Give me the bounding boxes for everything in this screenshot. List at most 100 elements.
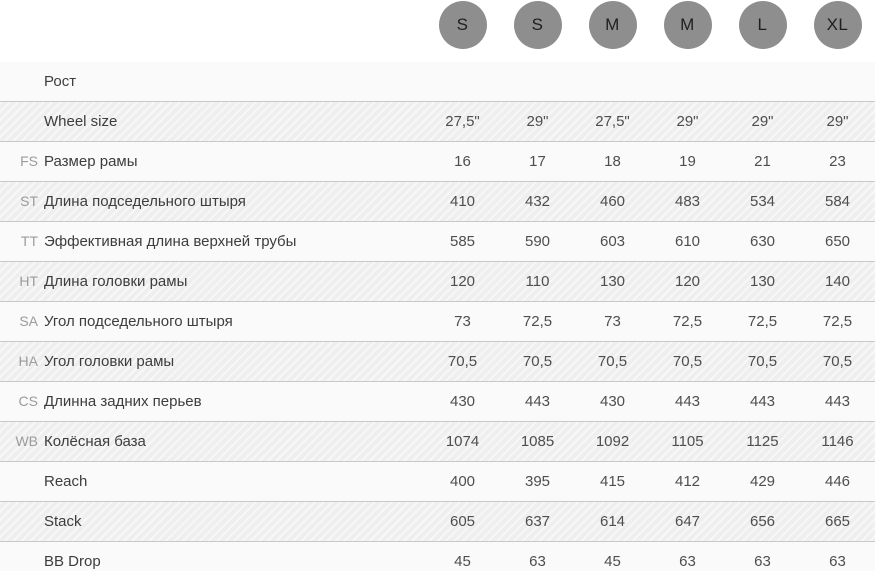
- row-label: Колёсная база: [44, 433, 146, 450]
- row-label: Stack: [44, 513, 82, 530]
- row-label-cell: CS Длинна задних перьев: [0, 393, 425, 410]
- value-cell: 70,5: [522, 353, 553, 370]
- row-label: Рост: [44, 73, 77, 90]
- value-cell: 18: [604, 153, 621, 170]
- table-row: Рост: [0, 62, 875, 102]
- value-cell: 603: [599, 233, 626, 250]
- value-cell: 140: [824, 273, 851, 290]
- value-cell: 70,5: [447, 353, 478, 370]
- table-row: Reach 400 395 415 412 429 446: [0, 462, 875, 502]
- row-code: CS: [18, 393, 38, 409]
- size-circle[interactable]: S: [513, 1, 562, 49]
- row-code: HA: [18, 353, 38, 369]
- row-label: Размер рамы: [44, 153, 138, 170]
- value-cell: 590: [524, 233, 551, 250]
- value-cell: 19: [679, 153, 696, 170]
- row-label-cell: ST Длина подседельного штыря: [0, 193, 425, 210]
- row-label-cell: Рост: [0, 73, 425, 90]
- value-cell: 412: [674, 473, 701, 490]
- table-row: ST Длина подседельного штыря 410 432 460 48…: [0, 182, 875, 222]
- value-cell: 130: [749, 273, 776, 290]
- value-cell: 29": [526, 113, 549, 130]
- value-cell: 27,5": [595, 113, 630, 130]
- value-cell: 410: [449, 193, 476, 210]
- row-label-cell: HT Длина головки рамы: [0, 273, 425, 290]
- table-row: BB Drop 45 63 45 63 63 63: [0, 542, 875, 571]
- row-label-cell: HA Угол головки рамы: [0, 353, 425, 370]
- row-label: Эффективная длина верхней трубы: [44, 233, 297, 250]
- geometry-table: Рост Wheel size 27,5" 29" 27,5" 29" 29" 29" F…: [0, 62, 875, 571]
- size-circle[interactable]: L: [738, 1, 787, 49]
- row-code: FS: [20, 153, 38, 169]
- value-cell: 460: [599, 193, 626, 210]
- row-label: Угол подседельного штыря: [44, 313, 233, 330]
- size-circle[interactable]: XL: [813, 1, 862, 49]
- value-cell: 120: [449, 273, 476, 290]
- row-code: TT: [20, 233, 38, 249]
- size-column: S: [500, 0, 575, 62]
- value-cell: 637: [524, 513, 551, 530]
- value-cell: 665: [824, 513, 851, 530]
- value-cell: 650: [824, 233, 851, 250]
- row-label-cell: SA Угол подседельного штыря: [0, 313, 425, 330]
- table-row: Wheel size 27,5" 29" 27,5" 29" 29" 29": [0, 102, 875, 142]
- row-code: ST: [20, 193, 38, 209]
- value-cell: 415: [599, 473, 626, 490]
- value-cell: 647: [674, 513, 701, 530]
- value-cell: 432: [524, 193, 551, 210]
- value-cell: 72,5: [822, 313, 853, 330]
- value-cell: 630: [749, 233, 776, 250]
- value-cell: 73: [604, 313, 621, 330]
- value-cell: 446: [824, 473, 851, 490]
- table-row: TT Эффективная длина верхней трубы 585 59…: [0, 222, 875, 262]
- value-cell: 29": [826, 113, 849, 130]
- value-cell: 63: [754, 553, 771, 570]
- value-cell: 29": [676, 113, 699, 130]
- row-label-cell: TT Эффективная длина верхней трубы: [0, 233, 425, 250]
- size-column: XL: [800, 0, 875, 62]
- size-column: S: [425, 0, 500, 62]
- value-cell: 130: [599, 273, 626, 290]
- value-cell: 70,5: [747, 353, 778, 370]
- value-cell: 395: [524, 473, 551, 490]
- value-cell: 429: [749, 473, 776, 490]
- row-label-cell: WB Колёсная база: [0, 433, 425, 450]
- table-row: HT Длина головки рамы 120 110 130 120 130 140: [0, 262, 875, 302]
- value-cell: 443: [824, 393, 851, 410]
- value-cell: 585: [449, 233, 476, 250]
- value-cell: 72,5: [672, 313, 703, 330]
- size-column: M: [650, 0, 725, 62]
- value-cell: 400: [449, 473, 476, 490]
- size-circle[interactable]: M: [588, 1, 637, 49]
- value-cell: 534: [749, 193, 776, 210]
- value-cell: 16: [454, 153, 471, 170]
- value-cell: 656: [749, 513, 776, 530]
- value-cell: 45: [454, 553, 471, 570]
- row-label: BB Drop: [44, 553, 101, 570]
- row-label-cell: Wheel size: [0, 113, 425, 130]
- size-circle[interactable]: M: [663, 1, 712, 49]
- row-label: Wheel size: [44, 113, 118, 130]
- size-circle[interactable]: S: [438, 1, 487, 49]
- value-cell: 21: [754, 153, 771, 170]
- value-cell: 483: [674, 193, 701, 210]
- value-cell: 1092: [595, 433, 630, 450]
- value-cell: 610: [674, 233, 701, 250]
- value-cell: 29": [751, 113, 774, 130]
- row-code: SA: [19, 313, 38, 329]
- row-label: Угол головки рамы: [44, 353, 175, 370]
- value-cell: 614: [599, 513, 626, 530]
- table-row: CS Длинна задних перьев 430 443 430 443 443 4…: [0, 382, 875, 422]
- value-cell: 443: [674, 393, 701, 410]
- value-cell: 72,5: [522, 313, 553, 330]
- value-cell: 23: [829, 153, 846, 170]
- value-cell: 27,5": [445, 113, 480, 130]
- row-label-cell: BB Drop: [0, 553, 425, 570]
- value-cell: 45: [604, 553, 621, 570]
- value-cell: 1125: [746, 433, 779, 450]
- size-column: L: [725, 0, 800, 62]
- value-cell: 17: [529, 153, 546, 170]
- value-cell: 1146: [821, 433, 854, 450]
- size-column: M: [575, 0, 650, 62]
- table-row: SA Угол подседельного штыря 73 72,5 73 72,5…: [0, 302, 875, 342]
